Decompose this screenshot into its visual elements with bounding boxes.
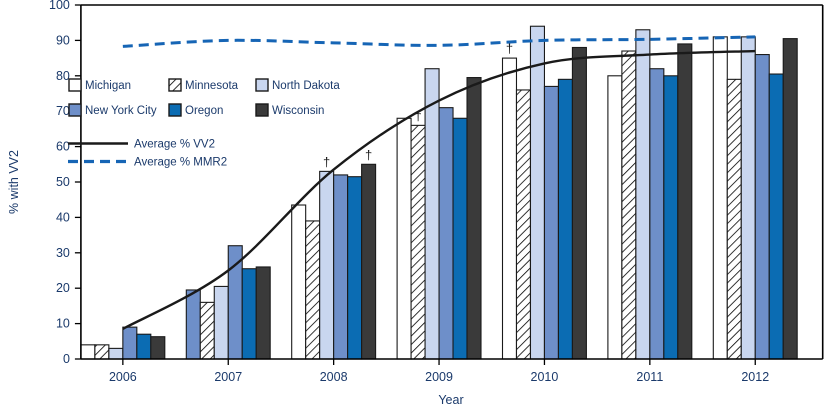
svg-text:10: 10 — [56, 317, 70, 331]
svg-text:100: 100 — [49, 0, 70, 12]
svg-text:2008: 2008 — [320, 370, 348, 384]
svg-text:2009: 2009 — [425, 370, 453, 384]
svg-text:2006: 2006 — [109, 370, 137, 384]
svg-text:% with VV2: % with VV2 — [7, 150, 21, 214]
svg-text:Average % VV2: Average % VV2 — [134, 139, 215, 151]
svg-text:New York City: New York City — [85, 105, 157, 117]
svg-text:80: 80 — [56, 69, 70, 83]
svg-text:†: † — [323, 154, 330, 169]
svg-text:70: 70 — [56, 104, 70, 118]
svg-text:†: † — [365, 147, 372, 162]
svg-text:2010: 2010 — [531, 370, 559, 384]
svg-text:2012: 2012 — [741, 370, 769, 384]
svg-text:Minnesota: Minnesota — [185, 80, 239, 92]
svg-text:0: 0 — [63, 352, 70, 366]
svg-text:2007: 2007 — [214, 370, 242, 384]
svg-text:Oregon: Oregon — [185, 105, 223, 117]
svg-text:North Dakota: North Dakota — [272, 80, 340, 92]
svg-text:Wisconsin: Wisconsin — [272, 105, 324, 117]
svg-text:Michigan: Michigan — [85, 80, 131, 92]
svg-text:30: 30 — [56, 246, 70, 260]
svg-text:20: 20 — [56, 281, 70, 295]
svg-text:Average % MMR2: Average % MMR2 — [134, 157, 227, 169]
svg-text:60: 60 — [56, 140, 70, 154]
svg-text:Year: Year — [438, 393, 463, 407]
svg-text:40: 40 — [56, 210, 70, 224]
svg-text:90: 90 — [56, 33, 70, 47]
svg-text:2011: 2011 — [636, 370, 663, 384]
svg-text:50: 50 — [56, 175, 70, 189]
